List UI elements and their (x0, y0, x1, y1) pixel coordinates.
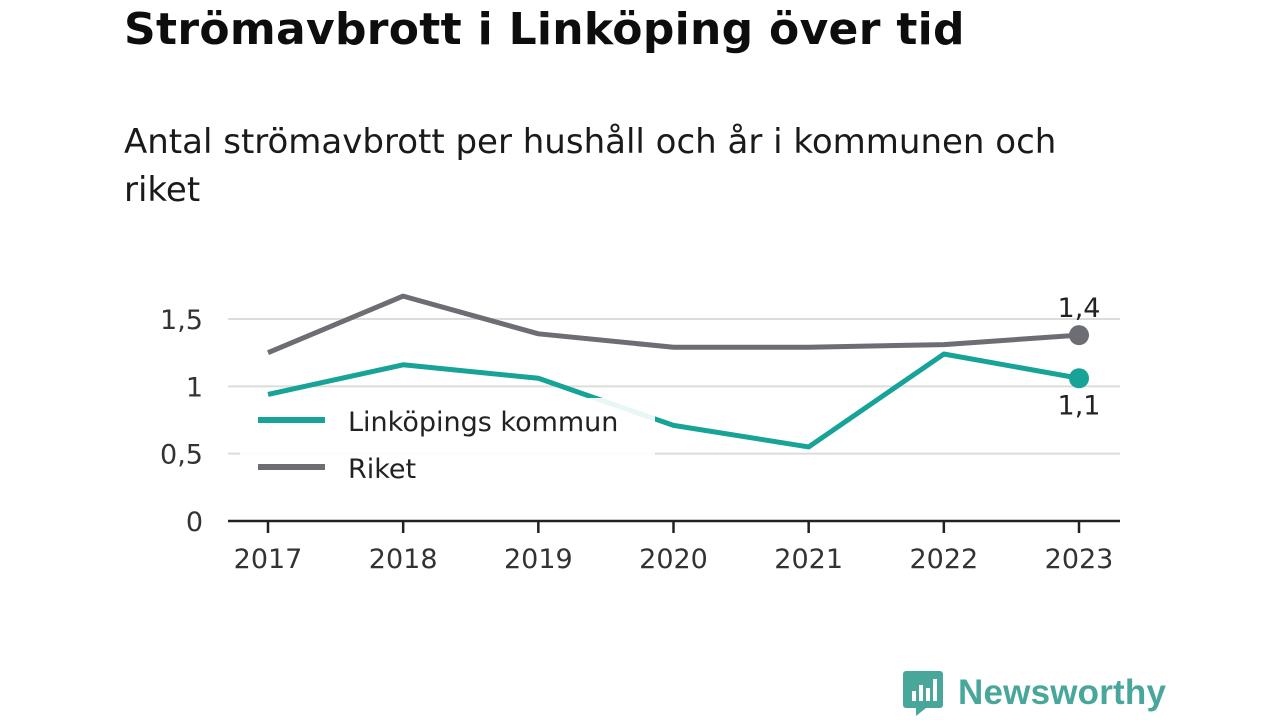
y-axis: 0 0,5 1 1,5 (160, 305, 203, 538)
end-label: 1,1 (1058, 390, 1101, 421)
end-point (1069, 368, 1089, 389)
legend-background (240, 398, 655, 494)
x-tick-label: 2022 (909, 544, 978, 575)
y-tick-label: 0 (186, 507, 203, 538)
x-tick-label: 2017 (234, 544, 303, 575)
x-tick-label: 2023 (1045, 544, 1114, 575)
x-axis: 2017 2018 2019 2020 2021 2022 2023 (234, 521, 1114, 575)
chart-subtitle: Antal strömavbrott per hushåll och år i … (124, 122, 1057, 210)
legend: Linköpings kommun Riket (240, 398, 655, 494)
end-point (1069, 325, 1089, 346)
chart-title: Strömavbrott i Linköping över tid (124, 4, 965, 55)
brand-name: Newsworthy (958, 673, 1167, 712)
series-line (267, 351, 1080, 450)
legend-label: Linköpings kommun (348, 407, 618, 438)
x-tick-label: 2019 (504, 544, 573, 575)
x-tick-label: 2020 (639, 544, 708, 575)
y-tick-label: 1,5 (160, 305, 203, 336)
x-tick-label: 2018 (369, 544, 438, 575)
y-tick-label: 1 (186, 372, 203, 403)
y-tick-label: 0,5 (160, 440, 203, 471)
series-line (267, 293, 1080, 355)
legend-label: Riket (348, 454, 416, 485)
series-group: 1,4 1,1 (267, 293, 1101, 450)
x-tick-label: 2021 (774, 544, 843, 575)
newsworthy-bar-chart-icon (903, 671, 943, 716)
newsworthy-logo: Newsworthy (902, 668, 1166, 718)
end-label: 1,4 (1058, 293, 1101, 324)
